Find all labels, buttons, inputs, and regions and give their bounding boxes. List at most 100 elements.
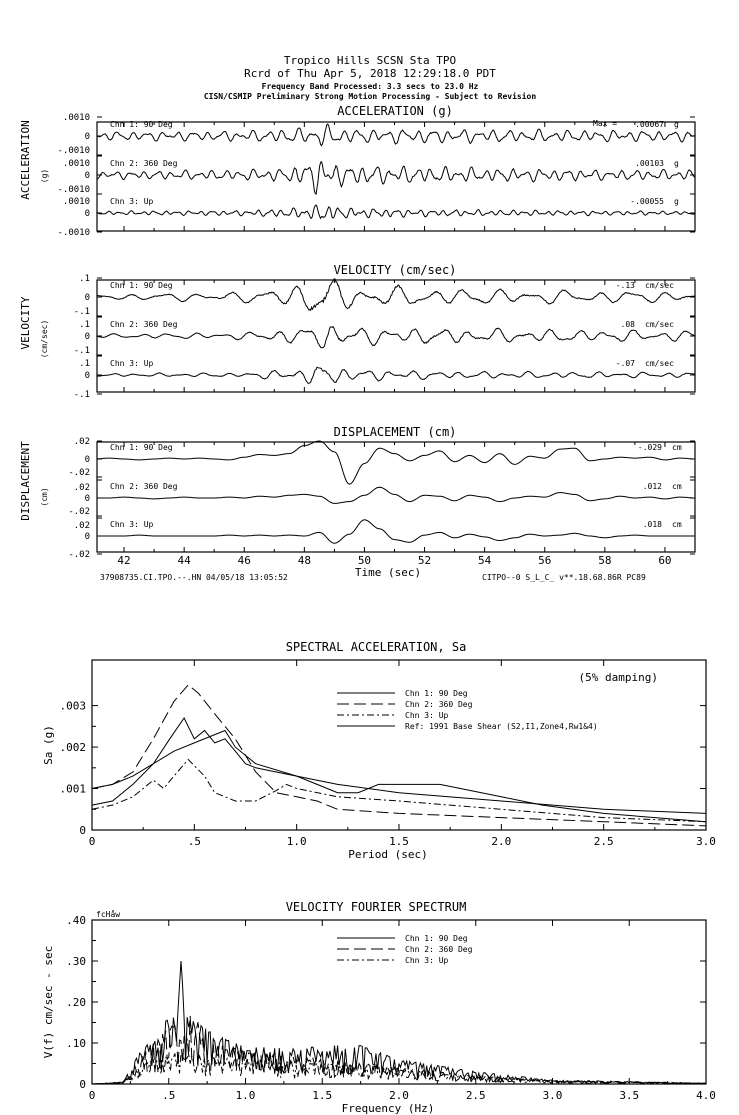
y-tick-label: -.1 [74,346,90,356]
series-line-3 [92,1052,706,1085]
x-axis-label: Time (sec) [355,566,421,579]
series-line-2 [92,1015,707,1085]
trace-velocity-chn1 [96,278,695,312]
legend-entry: Ref: 1991 Base Shear (S2,I1,Zone4,Rw1&4) [405,722,598,731]
y-tick-label: 0 [79,824,86,837]
x-tick-label: 3.0 [543,1089,563,1102]
y-tick-label: -.1 [74,307,90,317]
trace-acceleration-chn3 [96,204,695,220]
y-tick-label: 0 [79,1078,86,1091]
max-value: -.00055 [630,197,664,206]
channel-label: Chn 2: 360 Deg [110,320,178,329]
channel-label: Chn 2: 360 Deg [110,159,178,168]
header-band: Frequency Band Processed: 3.3 secs to 23… [262,82,479,91]
channel-label: Chn 3: Up [110,197,154,206]
y-tick-label: .002 [60,741,87,754]
y-tick-label: 0 [85,494,90,504]
panel-title: ACCELERATION (g) [337,104,453,118]
y-tick-label: -.0010 [57,185,90,195]
y-tick-label: 0 [85,455,90,465]
max-unit: cm/sec [645,320,674,329]
x-tick-label: 0 [89,1089,96,1102]
y-tick-label: .30 [66,955,86,968]
x-tick-label: 58 [598,554,611,567]
footer-left: 37908735.CI.TPO.--.HN 04/05/18 13:05:52 [100,573,288,582]
trace-velocity-chn2 [96,325,696,349]
x-tick-label: 3.0 [696,835,716,848]
panel-yunit: (cm/sec) [40,320,49,359]
max-value: -.029 [638,443,662,452]
x-tick-label: 42 [117,554,130,567]
y-tick-label: 0 [85,132,90,142]
max-value: .00067 [635,120,664,129]
channel-label: Chn 1: 90 Deg [110,443,173,452]
legend-entry: Chn 1: 90 Deg [405,934,468,943]
max-unit: g [674,159,679,168]
fourier-spectrum-chart: VELOCITY FOURIER SPECTRUM 0 .5 1.0 1.5 2.0 2.5… [42,900,716,1115]
x-tick-label: 50 [358,554,371,567]
panel-velocity: VELOCITY (cm/sec) VELOCITY (cm/sec) .1 0 -.1 C… [19,263,696,400]
y-tick-label: .02 [74,437,90,447]
channel-label: Chn 1: 90 Deg [110,281,173,290]
series-line-4 [91,729,707,814]
header-station: Tropico Hills SCSN Sta TPO [284,54,456,67]
max-prefix: Max = [593,119,617,128]
footer-right: CITPO--0 S_L_C_ v**.18.68.86R PC89 [482,573,646,582]
x-tick-label: .5 [188,835,201,848]
panel-frame [96,441,696,553]
y-tick-label: 0 [85,293,90,303]
y-tick-label: 0 [85,532,90,542]
x-tick-label: 1.0 [287,835,307,848]
y-tick-label: .02 [74,483,90,493]
trace-displacement-chn3 [97,519,695,544]
x-axis-label: Frequency (Hz) [342,1102,435,1115]
plot-frame [91,659,707,831]
trace-acceleration-chn2 [96,161,696,196]
y-tick-label: -.0010 [57,146,90,156]
x-tick-label: 4.0 [696,1089,716,1102]
x-tick-label: 2.5 [594,835,614,848]
trace-velocity-chn3 [97,366,695,384]
x-tick-label: 1.5 [389,835,409,848]
x-tick-label: 44 [178,554,192,567]
max-value: .018 [643,520,662,529]
y-tick-label: .0010 [63,197,90,207]
panel-displacement: DISPLACEMENT (cm)DISPLACEMENT (cm).020-.0… [19,425,696,579]
max-unit: cm [672,520,682,529]
y-tick-label: .0010 [63,159,90,169]
y-tick-label: .20 [66,996,86,1009]
x-tick-label: 0 [89,835,96,848]
x-tick-label: 2.5 [466,1089,486,1102]
max-unit: cm [672,443,682,452]
y-tick-label: 0 [85,171,90,181]
series-line-1 [91,717,707,823]
y-axis-label: V(f) cm/sec - sec [42,946,55,1059]
y-tick-label: .1 [79,359,90,369]
max-value: -.07 [616,359,635,368]
x-tick-label: 2.0 [491,835,511,848]
legend-entry: Chn 2: 360 Deg [405,700,473,709]
panel-acceleration: ACCELERATION (g) ACCELERATION (g) .0010 0 -.0… [19,104,696,238]
x-tick-label: 3.5 [619,1089,639,1102]
max-value: .012 [643,482,662,491]
y-tick-label: -.02 [68,468,90,478]
channel-label: Chn 2: 360 Deg [110,482,178,491]
y-tick-label: .02 [74,521,90,531]
legend-entry: Chn 3: Up [405,711,449,720]
panel-yunit: (g) [40,169,49,183]
y-tick-label: -.02 [68,550,90,560]
x-tick-label: 60 [658,554,671,567]
panel-title: DISPLACEMENT (cm) [334,425,457,439]
y-tick-label: .40 [66,914,86,927]
max-value: -.13 [616,281,635,290]
y-axis-label: Sa (g) [42,725,55,765]
x-tick-label: 46 [238,554,251,567]
x-tick-label: 2.0 [389,1089,409,1102]
max-value: .00103 [635,159,664,168]
y-tick-label: -.0010 [57,228,90,238]
corner-label: fcHåw [96,909,120,919]
panel-title: VELOCITY (cm/sec) [334,263,457,277]
legend-entry: Chn 1: 90 Deg [405,689,468,698]
x-tick-label: 48 [298,554,311,567]
series-line-1 [91,960,707,1085]
